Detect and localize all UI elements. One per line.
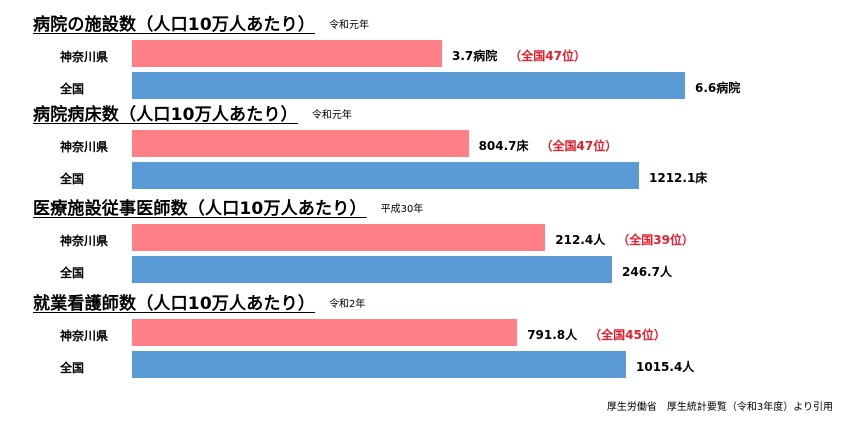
chart-era: 令和元年 [329,20,370,31]
value-label-pref: 804.7床 （全国47位） [479,137,618,154]
rank-label: （全国45位） [589,328,666,342]
bar-pref [132,224,546,251]
source-note: 厚生労働省 厚生統計要覧（令和3年度）より引用 [606,402,833,413]
chart-title: 病院の施設数（人口10万人あたり） [33,15,316,35]
row-label-pref: 神奈川県 [60,329,109,343]
rank-label: （全国47位） [540,139,618,153]
chart-2: 病院病床数（人口10万人あたり） 令和元年神奈川県 804.7床 （全国47位） 全国 1… [0,100,858,192]
chart-1: 病院の施設数（人口10万人あたり） 令和元年神奈川県 3.7病院 （全国47位） 全国 6… [0,10,858,102]
row-label-nat: 全国 [60,361,85,375]
value-text: 1015.4人 [636,360,695,374]
rank-label: （全国47位） [509,49,586,63]
value-text: 791.8人 [527,328,578,342]
value-label-nat: 6.6病院 [695,79,740,96]
value-text: 212.4人 [555,233,606,247]
chart-header: 医療施設従事医師数（人口10万人あたり） 平成30年 [33,194,423,219]
value-label-nat: 246.7人 [622,263,672,280]
chart-title: 就業看護師数（人口10万人あたり） [33,294,316,314]
value-text: 1212.1床 [649,171,708,185]
row-label-nat: 全国 [60,172,85,186]
row-label-pref: 神奈川県 [60,50,109,64]
value-label-pref: 791.8人 （全国45位） [527,326,666,343]
chart-title: 医療施設従事医師数（人口10万人あたり） [33,199,367,219]
value-text: 6.6病院 [695,81,741,95]
chart-title: 病院病床数（人口10万人あたり） [33,105,298,125]
row-label-nat: 全国 [60,266,85,280]
bar-nat [132,351,626,378]
value-label-pref: 3.7病院 （全国47位） [452,47,586,64]
chart-header: 病院の施設数（人口10万人あたり） 令和元年 [33,10,369,35]
rank-label: （全国39位） [617,233,694,247]
value-text: 3.7病院 [452,49,498,63]
bar-nat [132,256,612,283]
row-label-pref: 神奈川県 [60,234,109,248]
value-label-nat: 1212.1床 [649,169,707,186]
value-text: 804.7床 [478,139,529,153]
chart-era: 平成30年 [380,204,424,215]
bar-pref [132,40,442,67]
chart-era: 令和2年 [329,299,366,310]
chart-header: 就業看護師数（人口10万人あたり） 令和2年 [33,289,365,314]
chart-header: 病院病床数（人口10万人あたり） 令和元年 [33,100,352,125]
row-label-pref: 神奈川県 [60,140,109,154]
chart-4: 就業看護師数（人口10万人あたり） 令和2年神奈川県 791.8人 （全国45位） 全国… [0,289,858,381]
bar-pref [132,130,469,157]
bar-nat [132,72,685,99]
bar-pref [132,319,518,346]
value-text: 246.7人 [622,265,672,279]
row-label-nat: 全国 [60,82,85,96]
chart-era: 令和元年 [311,110,352,121]
bar-nat [132,162,639,189]
value-label-nat: 1015.4人 [636,358,694,375]
value-label-pref: 212.4人 （全国39位） [555,231,694,248]
chart-3: 医療施設従事医師数（人口10万人あたり） 平成30年神奈川県 212.4人 （全国39… [0,194,858,286]
